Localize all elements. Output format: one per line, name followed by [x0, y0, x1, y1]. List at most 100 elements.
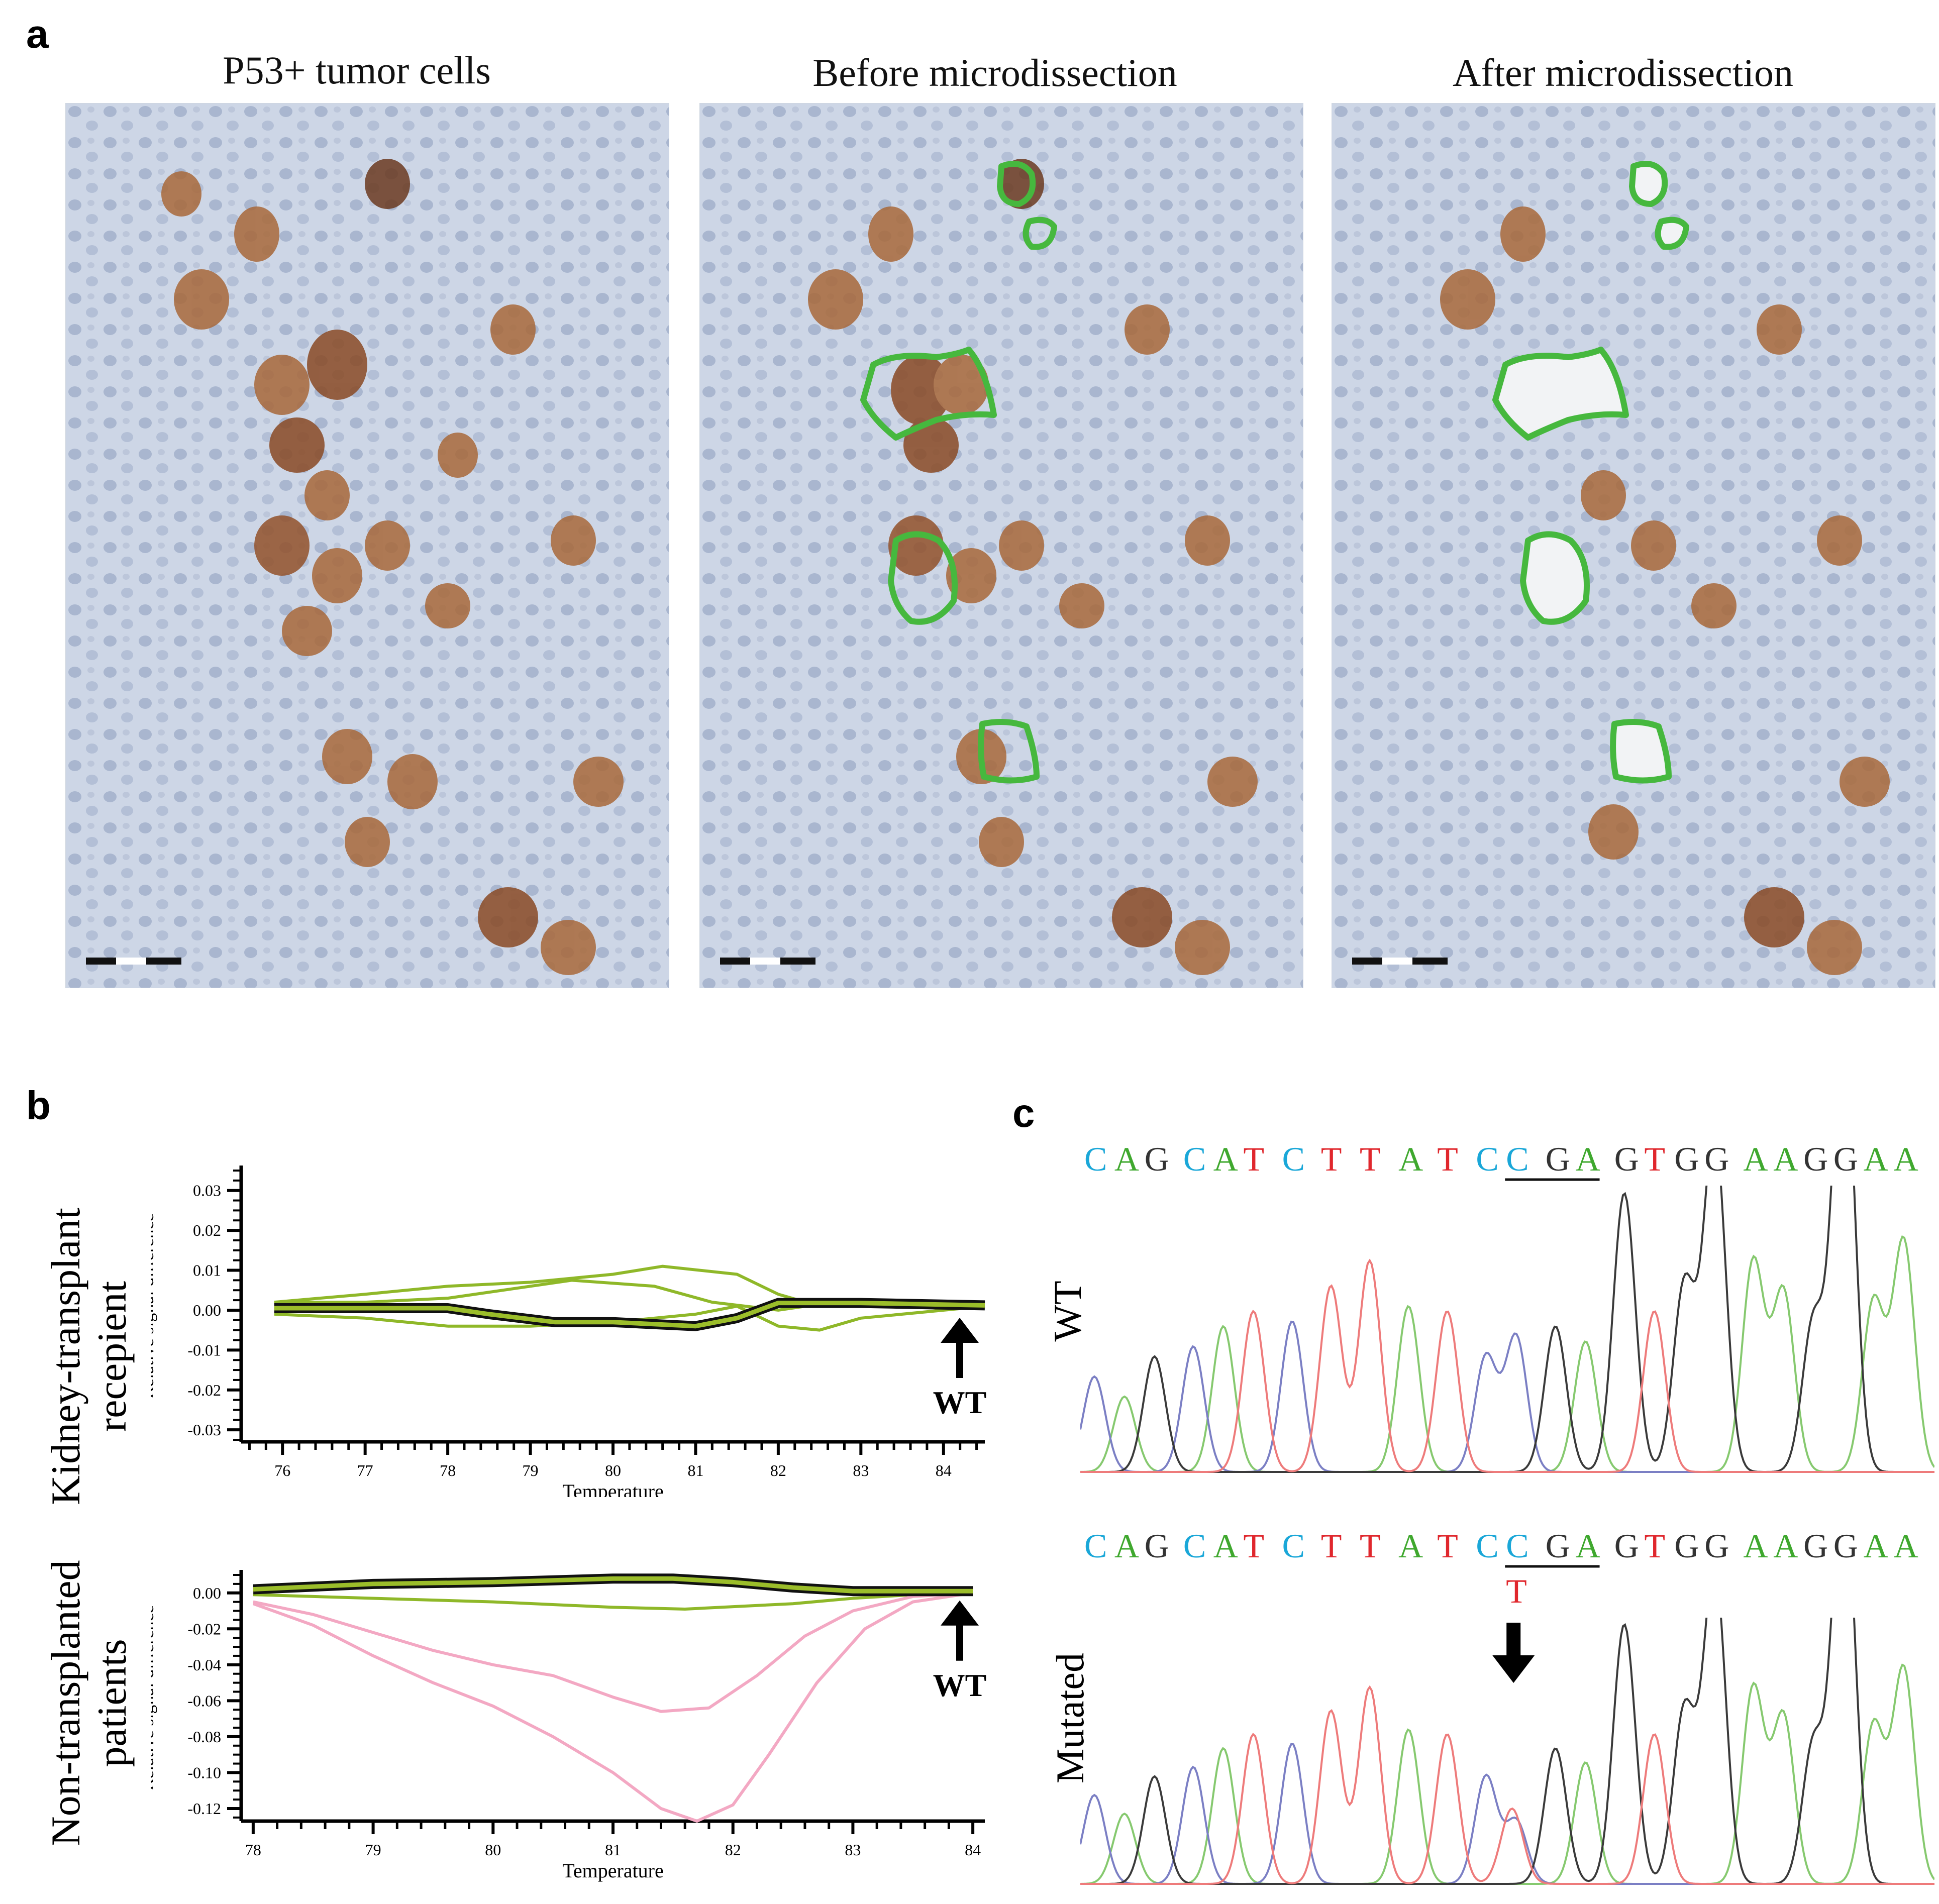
x-tick-label: 83 — [853, 1461, 869, 1479]
trace-t — [1080, 1685, 1934, 1885]
y-tick-label: -0.06 — [187, 1691, 221, 1710]
micrograph-after — [1332, 103, 1935, 988]
sequence-base: T — [1244, 1527, 1265, 1565]
sequence-base: A — [1213, 1527, 1238, 1565]
sequence-base: G — [1803, 1140, 1828, 1178]
sequence-base: A — [1114, 1527, 1139, 1565]
sequence-base: A — [1773, 1140, 1798, 1178]
tissue-image — [1332, 103, 1935, 988]
wt-arrow-label: WT — [933, 1667, 987, 1703]
y-tick-label: 0.00 — [193, 1584, 221, 1602]
trace-t — [1080, 1258, 1934, 1473]
title-after-microdissection: After microdissection — [1453, 51, 1793, 94]
sequence-base: G — [1614, 1527, 1639, 1565]
sequence-base: A — [1398, 1527, 1423, 1565]
sequence-base: T — [1244, 1140, 1265, 1178]
tissue-image — [700, 103, 1303, 988]
x-tick-label: 84 — [965, 1841, 981, 1859]
series-wt-line — [253, 1576, 973, 1594]
sequence-base: C — [1183, 1140, 1206, 1178]
wt-arrow-head — [941, 1317, 979, 1343]
sequence-base: C — [1282, 1140, 1305, 1178]
x-tick-label: 77 — [357, 1461, 373, 1479]
sequence-base: T — [1437, 1140, 1458, 1178]
y-tick-label: -0.02 — [187, 1620, 221, 1638]
sequence-base: A — [1894, 1140, 1918, 1178]
melt-curve-chart-non-transplanted: 78 79 80 81 82 83 84 0.00 -0.02 -0.04 -0.06 -0.08 -0… — [151, 1570, 987, 1882]
x-tick-label: 79 — [523, 1461, 539, 1479]
sequence-base: G — [1704, 1527, 1729, 1565]
sequence-base: C — [1084, 1140, 1107, 1178]
title-before-microdissection: Before microdissection — [812, 51, 1177, 94]
chromatogram-mutated — [1080, 1618, 1934, 1885]
sequence-base: T — [1645, 1527, 1666, 1565]
tissue-image — [66, 103, 669, 988]
sequence-base: G — [1833, 1527, 1858, 1565]
sequence-base: A — [1743, 1527, 1768, 1565]
y-tick-label: -0.12 — [187, 1800, 221, 1818]
y-tick-label: -0.03 — [187, 1421, 221, 1439]
y-tick-label: 0.03 — [193, 1182, 221, 1200]
sequence-base: A — [1398, 1140, 1423, 1178]
sequence-base: C — [1282, 1527, 1305, 1565]
sequence-base: G — [1145, 1140, 1169, 1178]
y-axis-title: Relative signal difference — [151, 1605, 157, 1790]
sequence-base: C — [1506, 1140, 1528, 1178]
sequence-base: G — [1145, 1527, 1169, 1565]
sequence-base: G — [1546, 1140, 1570, 1178]
mutation-arrow-shaft — [1506, 1623, 1521, 1658]
x-tick-label: 84 — [936, 1461, 952, 1479]
sequence-base: A — [1743, 1140, 1768, 1178]
panel-c-letter: c — [1012, 1091, 1035, 1135]
sequence-base: G — [1674, 1527, 1699, 1565]
wt-arrow-head — [941, 1600, 979, 1626]
sequence-base: T — [1437, 1527, 1458, 1565]
x-tick-label: 79 — [365, 1841, 381, 1859]
chromatogram-wt — [1080, 1186, 1934, 1473]
row-label-kidney-transplant: Kidney-transplant recepient — [43, 1207, 135, 1506]
sequence-base: A — [1773, 1527, 1798, 1565]
sequence-base: G — [1704, 1140, 1729, 1178]
y-tick-label: 0.01 — [193, 1261, 221, 1280]
x-axis-title: Temperature — [562, 1480, 664, 1497]
mutation-base: T — [1506, 1572, 1527, 1610]
sequence-base: C — [1084, 1527, 1107, 1565]
trace-g — [1080, 1186, 1934, 1473]
x-tick-label: 81 — [605, 1841, 621, 1859]
sequence-base: T — [1321, 1527, 1342, 1565]
y-tick-label: -0.02 — [187, 1381, 221, 1399]
x-tick-label: 78 — [245, 1841, 261, 1859]
sequence-base: C — [1183, 1527, 1206, 1565]
series-line — [274, 1305, 985, 1332]
x-tick-label: 80 — [605, 1461, 621, 1479]
y-tick-label: -0.08 — [187, 1728, 221, 1746]
sequence-base: A — [1864, 1527, 1888, 1565]
panel-b-letter: b — [26, 1083, 51, 1128]
x-tick-label: 81 — [687, 1461, 703, 1479]
x-tick-label: 82 — [725, 1841, 741, 1859]
y-tick-label: -0.10 — [187, 1763, 221, 1781]
x-tick-label: 80 — [485, 1841, 501, 1859]
x-tick-label: 82 — [770, 1461, 786, 1479]
wt-arrow-label: WT — [933, 1385, 987, 1420]
x-tick-label: 76 — [274, 1461, 290, 1479]
sequence-base: C — [1506, 1527, 1528, 1565]
sequence-base: T — [1360, 1527, 1381, 1565]
sequence-base: A — [1213, 1140, 1238, 1178]
y-tick-label: -0.04 — [187, 1656, 221, 1674]
trace-g — [1080, 1618, 1934, 1885]
sequence-base: G — [1674, 1140, 1699, 1178]
sequence-base: G — [1833, 1140, 1858, 1178]
y-tick-label: 0.02 — [193, 1221, 221, 1239]
title-p53-tumor-cells: P53+ tumor cells — [223, 48, 491, 92]
panel-a-letter: a — [26, 12, 49, 56]
series-wt-line — [274, 1301, 985, 1329]
sequence-base: A — [1894, 1527, 1918, 1565]
x-tick-label: 83 — [845, 1841, 861, 1859]
y-tick-label: 0.00 — [193, 1301, 221, 1319]
sequence-base: G — [1803, 1527, 1828, 1565]
sequence-base: G — [1546, 1527, 1570, 1565]
sequence-base: T — [1360, 1140, 1381, 1178]
sequence-base: C — [1476, 1527, 1498, 1565]
